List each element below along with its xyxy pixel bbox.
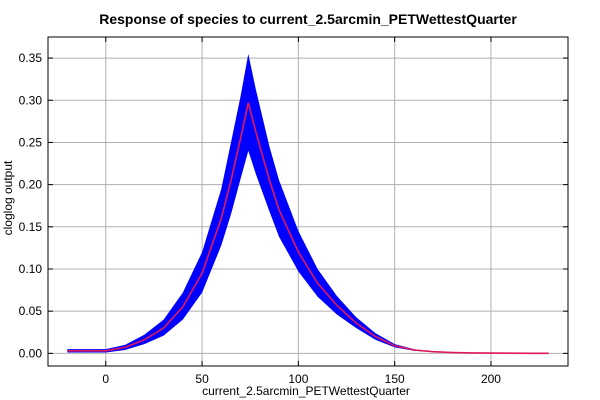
x-tick-label: 0 — [102, 372, 109, 386]
grid — [48, 37, 568, 366]
x-axis-label: current_2.5arcmin_PETWettestQuarter — [202, 384, 410, 398]
plot-frame — [47, 36, 569, 367]
chart-title: Response of species to current_2.5arcmin… — [99, 11, 517, 27]
y-tick-label: 0.00 — [19, 346, 43, 360]
y-tick-label: 0.20 — [19, 178, 43, 192]
y-tick-label: 0.05 — [19, 304, 43, 318]
y-axis-label: cloglog output — [1, 160, 15, 235]
mean-response-line — [67, 102, 549, 355]
y-tick-label: 0.10 — [19, 262, 43, 276]
x-tick-label: 150 — [385, 372, 405, 386]
y-tick-label: 0.30 — [19, 93, 43, 107]
y-tick-label: 0.35 — [19, 51, 43, 65]
y-tick-label: 0.25 — [19, 135, 43, 149]
axis-ticks: 0 50 100 150 200 0.00 0.05 0.10 0.15 0.20 0.25 0.30… — [19, 37, 568, 386]
x-tick-label: 50 — [195, 372, 209, 386]
x-tick-label: 200 — [481, 372, 501, 386]
x-tick-label: 100 — [288, 372, 308, 386]
y-tick-label: 0.15 — [19, 220, 43, 234]
